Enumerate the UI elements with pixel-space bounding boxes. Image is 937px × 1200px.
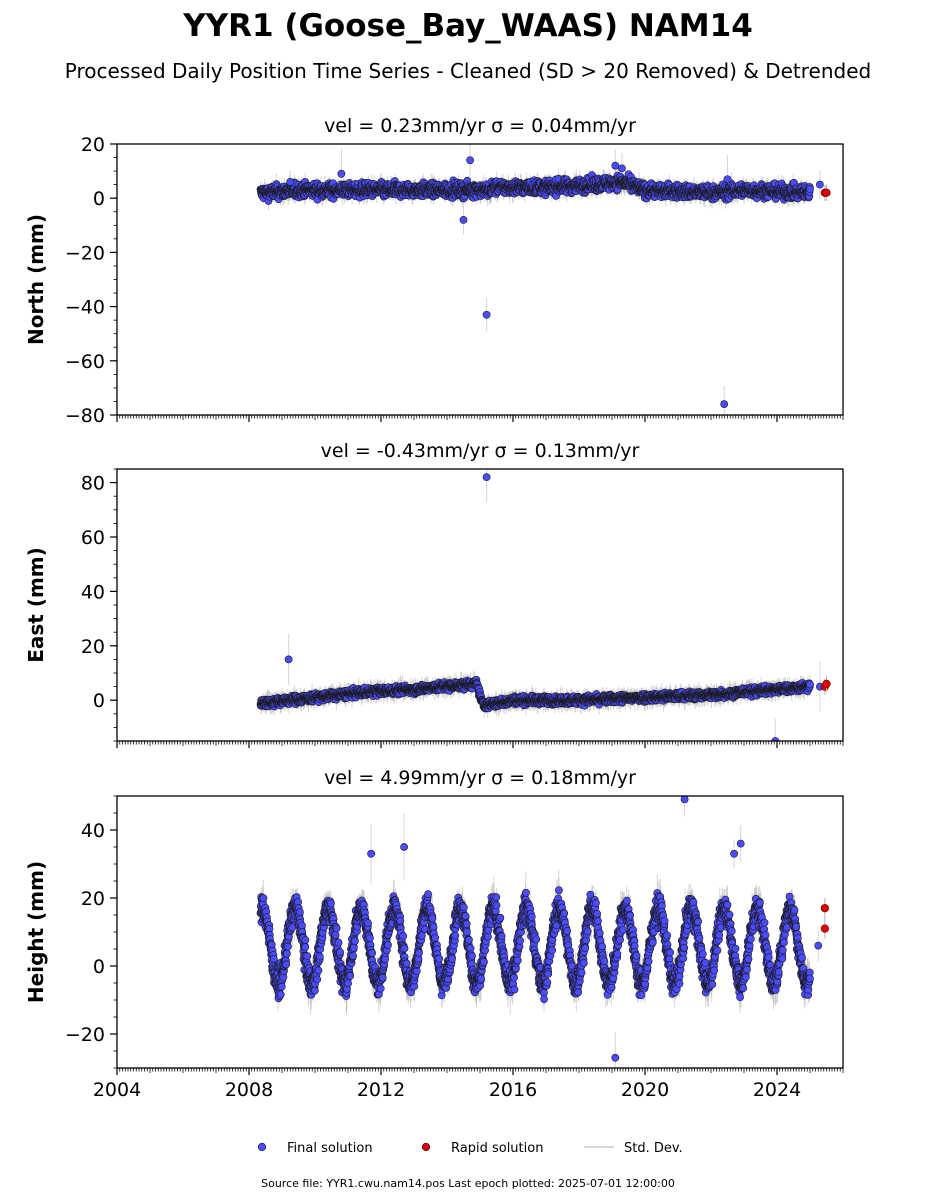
final-solution-point	[611, 161, 620, 170]
final-solution-point	[459, 215, 468, 224]
sigma-label: σ = 0.04mm/yr	[491, 115, 636, 137]
final-solution-points	[256, 156, 824, 409]
final-solution-point	[337, 169, 346, 178]
final-solution-point	[466, 156, 474, 165]
final-solution-point	[482, 310, 491, 319]
stddev-bars	[260, 469, 821, 741]
panels: −80 −60 −40 −20 0 20 North (mm) vel = 0.23mm/yr…	[24, 115, 844, 1101]
final-solution-point	[723, 175, 732, 184]
y-tick-label: −20	[65, 242, 105, 264]
final-solution-point	[286, 178, 295, 186]
panel-title: vel = 0.23mm/yr σ = 0.04mm/yr	[324, 115, 636, 137]
final-solution-points	[256, 473, 824, 741]
y-tick-label: −60	[65, 351, 105, 373]
final-solution-point	[618, 164, 626, 173]
figure-title: YYR1 (Goose_Bay_WAAS) NAM14	[182, 8, 753, 44]
rapid-solution-point	[822, 188, 831, 197]
final-solution-point	[720, 400, 729, 409]
velocity-label: vel = 0.23mm/yr	[324, 115, 491, 137]
y-tick-label: −40	[65, 297, 105, 319]
final-solution-point	[806, 185, 814, 194]
final-solution-point	[816, 180, 824, 189]
y-tick-label: 0	[93, 188, 105, 210]
y-tick-label: −80	[65, 405, 105, 427]
panel-north: −80 −60 −40 −20 0 20 North (mm) vel = 0.23mm/yr…	[24, 115, 844, 427]
y-tick-label: 20	[81, 134, 105, 156]
y-axis-label: North (mm)	[24, 214, 48, 345]
figure-subtitle: Processed Daily Position Time Series - C…	[65, 59, 871, 83]
